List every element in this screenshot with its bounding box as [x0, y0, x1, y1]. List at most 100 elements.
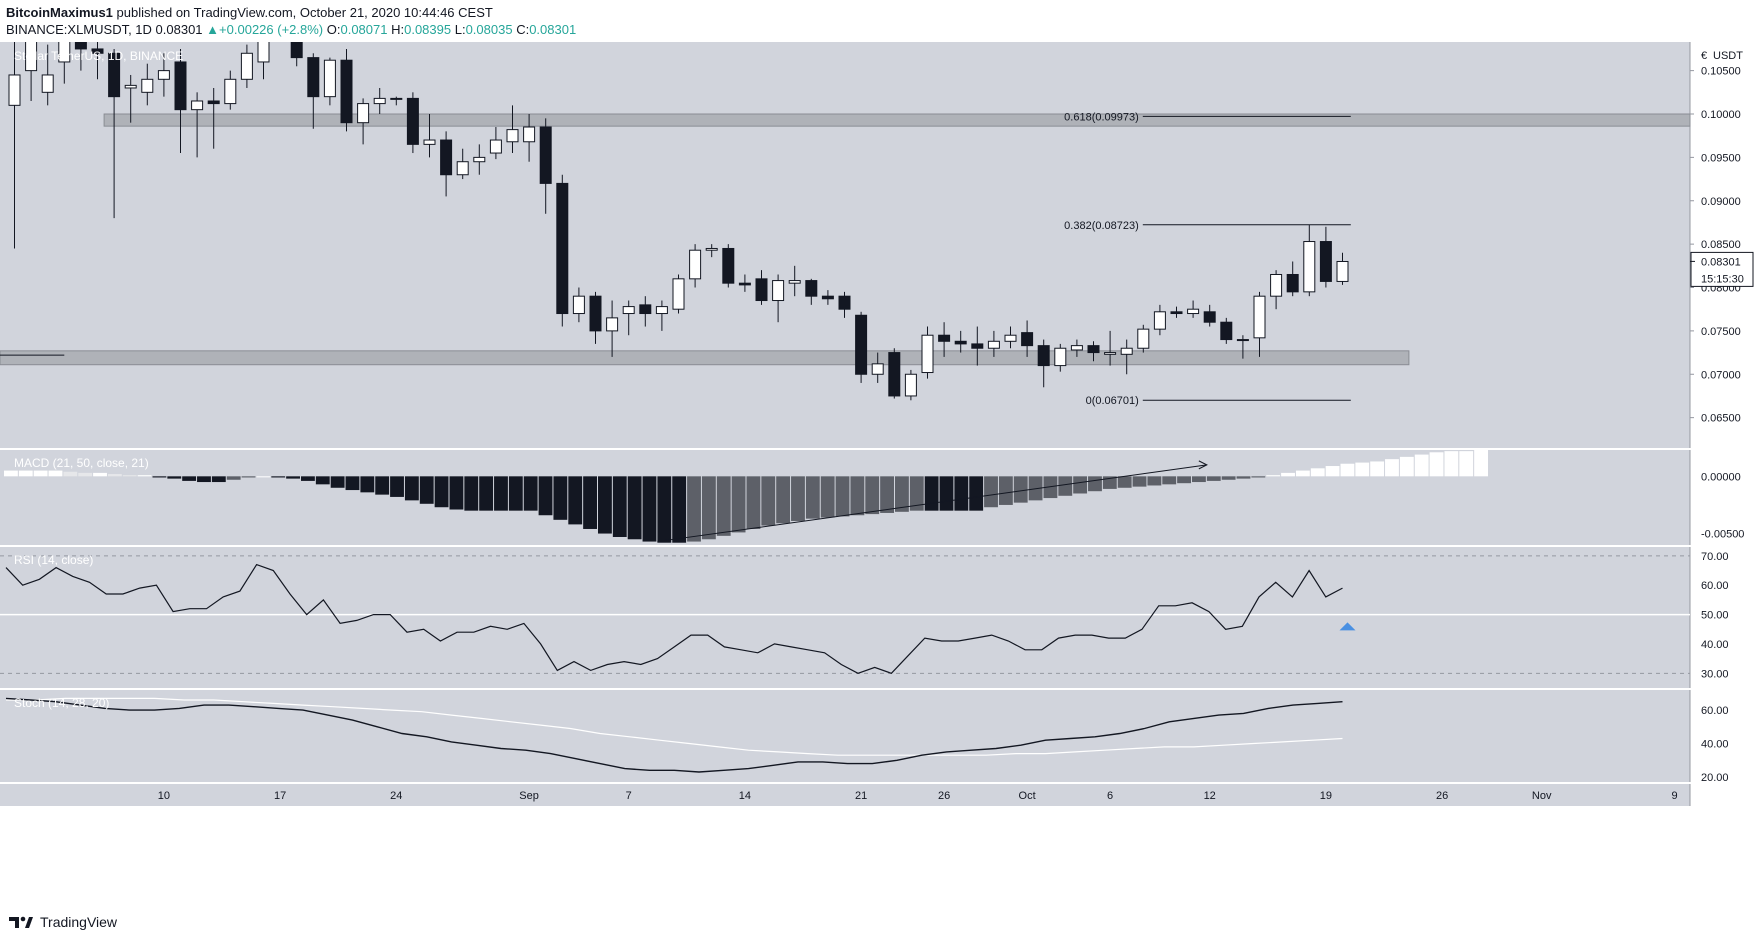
macd-histogram-bar[interactable]: [1236, 476, 1251, 479]
candle[interactable]: [290, 42, 303, 67]
stoch-pane[interactable]: [0, 690, 1690, 782]
candle[interactable]: [589, 291, 602, 344]
macd-histogram-bar[interactable]: [1399, 456, 1414, 477]
macd-histogram-bar[interactable]: [301, 476, 315, 481]
candle[interactable]: [141, 63, 154, 106]
candle[interactable]: [423, 114, 436, 158]
macd-histogram-bar[interactable]: [226, 476, 241, 480]
candle[interactable]: [738, 274, 751, 292]
candle[interactable]: [1170, 306, 1183, 318]
macd-histogram-bar[interactable]: [1102, 476, 1117, 489]
macd-histogram-bar[interactable]: [78, 472, 93, 477]
macd-histogram-bar[interactable]: [954, 476, 969, 511]
macd-histogram-bar[interactable]: [167, 476, 182, 479]
macd-histogram-bar[interactable]: [1370, 461, 1385, 477]
macd-histogram-bar[interactable]: [1013, 476, 1028, 503]
macd-histogram-bar[interactable]: [1147, 476, 1162, 486]
candle[interactable]: [888, 348, 901, 399]
macd-histogram-bar[interactable]: [152, 476, 167, 478]
up-triangle-icon[interactable]: [1339, 622, 1356, 631]
macd-histogram-bar[interactable]: [137, 475, 152, 477]
candle[interactable]: [191, 92, 204, 158]
macd-histogram-bar[interactable]: [1385, 459, 1399, 477]
candle[interactable]: [971, 326, 984, 366]
macd-histogram-bar[interactable]: [390, 476, 404, 497]
macd-histogram-bar[interactable]: [1429, 452, 1444, 477]
candle[interactable]: [323, 57, 336, 106]
candle[interactable]: [224, 70, 237, 110]
candle[interactable]: [390, 96, 403, 106]
candle[interactable]: [1286, 261, 1299, 297]
candle[interactable]: [340, 48, 353, 132]
candle[interactable]: [938, 322, 951, 357]
macd-histogram-bar[interactable]: [1474, 450, 1488, 477]
macd-histogram-bar[interactable]: [1310, 468, 1325, 477]
candle[interactable]: [904, 369, 917, 401]
macd-histogram-bar[interactable]: [1177, 476, 1191, 484]
candle[interactable]: [987, 330, 1000, 357]
rsi-pane[interactable]: [0, 547, 1690, 688]
author-name[interactable]: BitcoinMaximus1: [6, 5, 113, 20]
macd-histogram-bar[interactable]: [1073, 476, 1088, 494]
macd-histogram-bar[interactable]: [538, 476, 553, 516]
macd-histogram-bar[interactable]: [182, 476, 197, 481]
candle[interactable]: [74, 42, 87, 71]
candle[interactable]: [1037, 339, 1050, 388]
horizontal-zone[interactable]: [103, 113, 1691, 127]
candle[interactable]: [456, 148, 469, 180]
candle[interactable]: [556, 174, 569, 327]
macd-histogram-bar[interactable]: [315, 476, 330, 485]
macd-histogram-bar[interactable]: [716, 476, 731, 536]
candle[interactable]: [1203, 304, 1216, 327]
candle[interactable]: [307, 53, 320, 129]
macd-histogram-bar[interactable]: [939, 476, 954, 511]
stoch-d-line[interactable]: [6, 697, 1343, 756]
macd-histogram-bar[interactable]: [731, 476, 746, 533]
macd-histogram-bar[interactable]: [583, 476, 597, 529]
candle[interactable]: [1336, 252, 1349, 285]
macd-histogram-bar[interactable]: [672, 476, 687, 543]
candle[interactable]: [1153, 304, 1166, 336]
candle[interactable]: [1187, 300, 1200, 318]
candle[interactable]: [755, 270, 768, 305]
macd-histogram-bar[interactable]: [419, 476, 434, 504]
candle[interactable]: [1319, 226, 1332, 288]
macd-histogram-bar[interactable]: [286, 476, 300, 479]
candle[interactable]: [705, 244, 718, 258]
macd-histogram-bar[interactable]: [271, 476, 286, 478]
macd-histogram-bar[interactable]: [1251, 476, 1266, 478]
candle[interactable]: [440, 131, 453, 197]
price-axis[interactable]: [1690, 42, 1763, 806]
stoch-k-line[interactable]: [5, 697, 1343, 773]
candle[interactable]: [58, 42, 71, 84]
macd-histogram-bar[interactable]: [1192, 476, 1206, 483]
macd-histogram-bar[interactable]: [865, 476, 880, 515]
candle[interactable]: [91, 42, 104, 80]
candle[interactable]: [606, 300, 619, 357]
macd-histogram-bar[interactable]: [434, 476, 449, 508]
macd-histogram-bar[interactable]: [1459, 451, 1474, 477]
macd-histogram-bar[interactable]: [523, 476, 538, 511]
macd-histogram-bar[interactable]: [1206, 476, 1221, 481]
macd-histogram-bar[interactable]: [880, 476, 894, 513]
candle[interactable]: [207, 87, 220, 149]
macd-histogram-bar[interactable]: [805, 476, 820, 519]
candle[interactable]: [572, 287, 585, 323]
macd-histogram-bar[interactable]: [494, 476, 508, 511]
candle[interactable]: [1120, 339, 1133, 375]
macd-histogram-bar[interactable]: [1340, 463, 1355, 477]
macd-histogram-bar[interactable]: [63, 471, 78, 477]
candle[interactable]: [954, 330, 967, 353]
candle[interactable]: [821, 290, 834, 305]
candle[interactable]: [622, 300, 635, 336]
candle[interactable]: [1220, 317, 1233, 344]
macd-histogram-bar[interactable]: [375, 476, 390, 495]
macd-histogram-bar[interactable]: [850, 476, 865, 516]
candle[interactable]: [655, 300, 668, 331]
macd-histogram-bar[interactable]: [1088, 476, 1102, 492]
macd-histogram-bar[interactable]: [241, 476, 256, 478]
candle[interactable]: [1303, 225, 1316, 297]
candle[interactable]: [523, 114, 536, 162]
macd-histogram-bar[interactable]: [404, 476, 419, 501]
candle[interactable]: [1137, 324, 1150, 353]
